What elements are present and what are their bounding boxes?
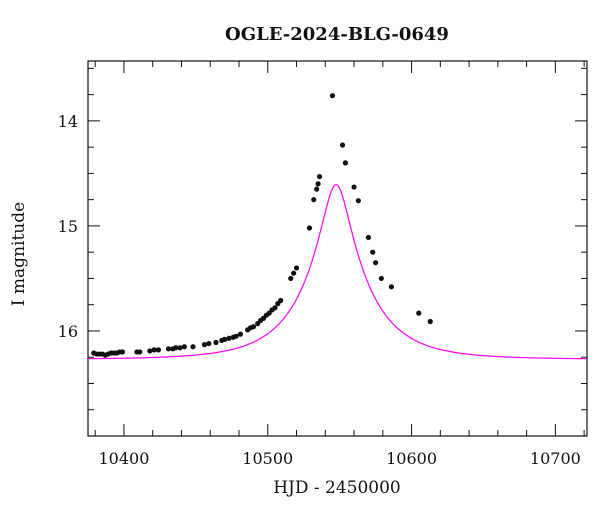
data-point <box>293 265 300 271</box>
x-tick-label: 10600 <box>386 449 437 468</box>
axis-tick-labels: 10400 10500 10600 10700 14 15 16 <box>58 112 581 468</box>
data-point <box>342 160 349 166</box>
chart-title: OGLE-2024-BLG-0649 <box>225 24 449 45</box>
data-point <box>388 284 395 290</box>
data-point <box>355 198 361 204</box>
data-point <box>155 347 162 353</box>
data-point <box>151 347 157 353</box>
x-tick-label: 10700 <box>530 449 581 468</box>
y-tick-label: 16 <box>58 322 78 341</box>
data-point <box>181 344 187 350</box>
x-axis-label: HJD - 2450000 <box>273 478 401 498</box>
data-point <box>137 349 143 355</box>
data-point <box>272 305 278 311</box>
data-point <box>278 297 284 304</box>
data-point <box>237 331 244 337</box>
data-point <box>427 318 433 325</box>
data-point <box>373 260 379 266</box>
data-point <box>315 181 321 187</box>
x-tick-label: 10500 <box>242 449 293 468</box>
y-tick-label: 15 <box>58 217 78 236</box>
y-axis-label: I magnitude <box>9 202 29 306</box>
data-point <box>222 336 228 342</box>
data-point <box>370 249 376 255</box>
data-point <box>177 345 183 351</box>
data-point <box>288 275 294 282</box>
data-point <box>314 186 320 192</box>
data-points-group <box>91 93 433 358</box>
data-point <box>329 93 336 99</box>
data-point <box>226 335 232 341</box>
model-curve-group <box>87 183 587 360</box>
data-point <box>165 346 172 352</box>
x-tick-label: 10400 <box>98 449 149 468</box>
axis-ticks <box>88 61 587 437</box>
plot-frame <box>87 60 588 437</box>
data-point <box>339 142 346 148</box>
data-point <box>378 275 384 282</box>
model-curve <box>87 183 587 360</box>
data-point <box>306 225 313 231</box>
data-point <box>147 348 153 354</box>
data-point <box>119 349 126 355</box>
data-point <box>173 345 179 351</box>
data-point <box>365 234 372 241</box>
data-point <box>316 173 323 180</box>
data-point <box>213 339 219 346</box>
data-point <box>351 184 357 190</box>
data-point <box>201 342 208 348</box>
y-tick-label: 14 <box>58 112 78 131</box>
data-point <box>416 310 422 316</box>
data-point <box>190 344 196 350</box>
data-point <box>206 340 212 347</box>
data-point <box>311 197 317 203</box>
data-point <box>233 333 239 339</box>
data-point <box>250 324 256 330</box>
data-point <box>291 270 297 276</box>
